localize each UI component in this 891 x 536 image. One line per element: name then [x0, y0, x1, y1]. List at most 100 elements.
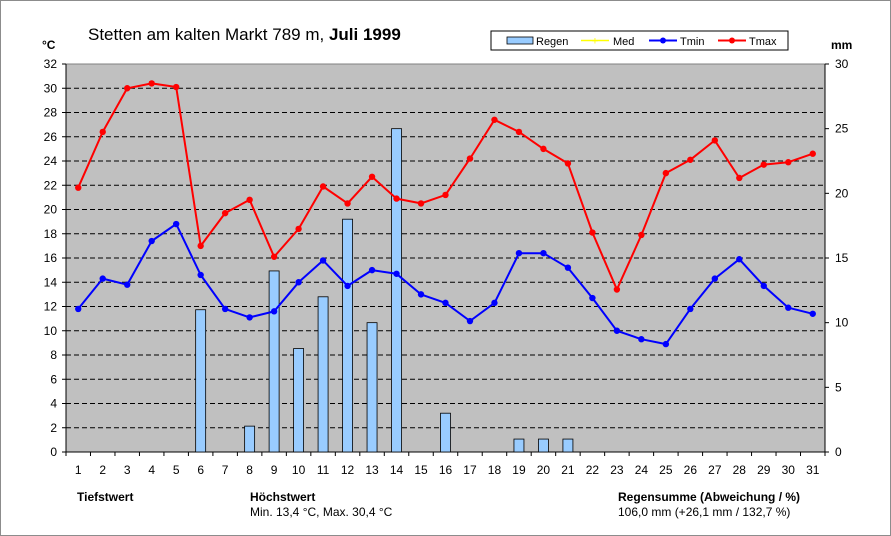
x-tick-label: 9: [271, 463, 278, 477]
tmax-point: [662, 169, 670, 177]
tmax-point: [319, 183, 327, 190]
tmax-point: [711, 137, 719, 144]
y-left-tick-label: 28: [44, 106, 58, 120]
x-tick-label: 5: [173, 463, 180, 477]
y-left-tick-label: 18: [44, 227, 58, 241]
regen-bar: [268, 270, 280, 453]
tmin-point: [221, 305, 229, 313]
tmax-point: [197, 242, 204, 250]
y-left-tick-label: 4: [50, 397, 57, 411]
tmin-point: [711, 275, 719, 282]
tmax-point: [270, 253, 278, 260]
tmin-point: [638, 336, 645, 343]
tmin-point: [613, 327, 621, 334]
tmin-point: [564, 264, 572, 271]
tmax-point: [417, 200, 425, 207]
tmin-point: [172, 220, 180, 228]
tmax-point: [393, 195, 400, 202]
tmax-point: [564, 160, 572, 167]
y-left-tick-label: 22: [44, 178, 58, 192]
legend-med-label: Med: [613, 36, 634, 48]
legend-regen-swatch: [506, 36, 534, 45]
tmax-point: [736, 174, 743, 182]
legend: Regen + Med Tmin Tmax: [490, 30, 789, 51]
tmax-point: [760, 161, 767, 168]
tmax-point: [148, 80, 155, 87]
x-tick-label: 20: [537, 463, 551, 477]
x-tick-label: 2: [99, 463, 106, 477]
tmax-point: [809, 150, 816, 157]
tmin-point: [491, 299, 498, 307]
x-tick-label: 6: [197, 463, 204, 477]
chart-title: Stetten am kalten Markt 789 m, Juli 1999: [88, 25, 401, 44]
regen-bar: [440, 412, 451, 453]
tmax-point: [295, 225, 302, 233]
x-tick-label: 7: [222, 463, 229, 477]
tmin-point: [687, 305, 694, 313]
y-left-tick-label: 32: [44, 57, 58, 71]
tmax-point: [785, 159, 792, 166]
tmin-point: [662, 340, 670, 348]
regen-bars: [195, 128, 574, 453]
legend-tmax-label: Tmax: [749, 36, 777, 48]
legend-tmin-marker: [660, 37, 666, 44]
tmax-point: [589, 229, 596, 236]
tmin-point: [295, 279, 302, 286]
regen-bar: [342, 218, 353, 453]
regen-bar: [244, 425, 256, 453]
footer-tiefstwert-label: Tiefstwert: [77, 490, 133, 504]
tmin-point: [197, 271, 204, 279]
tmin-point: [344, 282, 351, 290]
x-tick-label: 19: [512, 463, 526, 477]
tmax-point: [638, 231, 645, 239]
temperature-lines: [75, 80, 816, 348]
tmax-point: [124, 85, 131, 92]
tmin-point: [809, 310, 816, 317]
x-tick-label: 15: [414, 463, 428, 477]
regen-bar: [195, 309, 207, 453]
tmax-point: [344, 200, 351, 207]
y-left-tick-label: 30: [44, 81, 58, 95]
footer-regensumme-label: Regensumme (Abweichung / %): [618, 490, 800, 504]
x-tick-label: 29: [757, 463, 771, 477]
y-right-tick-label: 30: [835, 57, 849, 71]
grid-lines: [66, 87, 825, 429]
y-left-unit: °C: [42, 38, 56, 52]
tmin-point: [124, 281, 131, 288]
regen-bar: [513, 438, 525, 453]
tmax-point: [466, 155, 474, 162]
tmin-point: [417, 291, 425, 298]
chart-title-month: Juli 1999: [329, 25, 401, 44]
x-tick-label: 25: [659, 463, 673, 477]
tmax-point: [75, 184, 82, 191]
regen-bar: [562, 438, 574, 453]
x-tick-label: 27: [708, 463, 722, 477]
chart-title-prefix: Stetten am kalten Markt 789 m,: [88, 25, 329, 44]
y-left-tick-label: 2: [50, 421, 57, 435]
tmax-point: [172, 83, 180, 91]
x-tick-label: 1: [75, 463, 82, 477]
y-left-tick-label: 12: [44, 300, 58, 314]
tmin-point: [466, 317, 474, 325]
tmin-point: [246, 314, 253, 321]
tmin-point: [319, 257, 327, 264]
tmax-point: [515, 128, 523, 136]
x-tick-label: 10: [292, 463, 306, 477]
y-right-axis: 0 5 10 15 20 25 30: [824, 57, 849, 459]
x-tick-label: 12: [341, 463, 355, 477]
x-tick-label: 26: [684, 463, 698, 477]
x-tick-label: 4: [148, 463, 155, 477]
regen-bar: [317, 296, 329, 453]
tmax-point: [491, 116, 498, 123]
regen-bar: [538, 438, 549, 453]
tmin-point: [760, 282, 767, 290]
y-left-tick-label: 16: [44, 251, 58, 265]
y-right-tick-label: 5: [835, 380, 842, 394]
tmin-point: [442, 299, 449, 307]
tmin-point: [270, 308, 278, 315]
footer-hoechstwert-value: Min. 13,4 °C, Max. 30,4 °C: [250, 505, 393, 519]
x-tick-label: 14: [390, 463, 404, 477]
y-right-tick-label: 15: [835, 251, 849, 265]
y-left-tick-label: 8: [50, 348, 57, 362]
